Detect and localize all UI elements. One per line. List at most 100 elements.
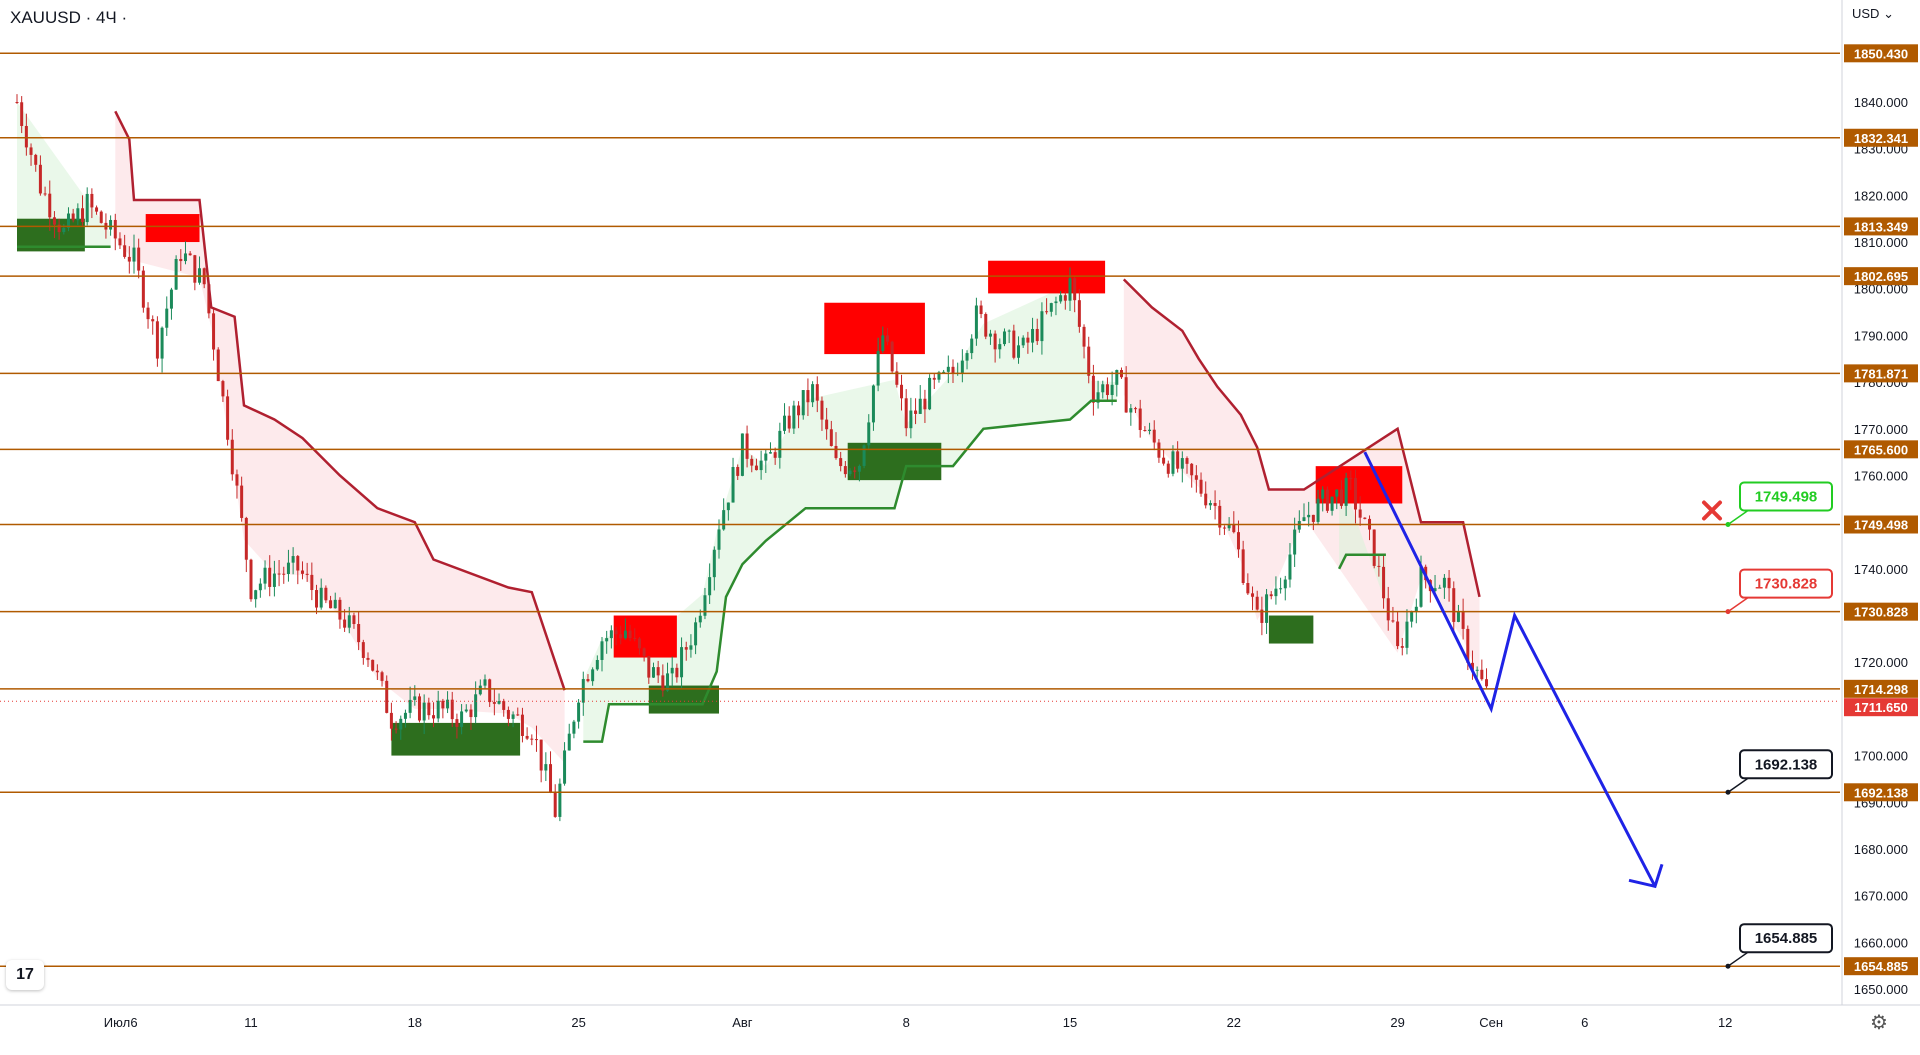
candle-body [235, 474, 239, 486]
candle-body [1349, 477, 1353, 479]
price-tick-label: 1650.000 [1854, 982, 1908, 997]
candle [848, 468, 852, 477]
candle-body [165, 308, 169, 328]
candle [1049, 302, 1053, 317]
candle [1194, 465, 1198, 493]
candle-body [708, 577, 712, 596]
candle-body [1199, 479, 1203, 494]
candle [600, 636, 604, 672]
candle [502, 698, 506, 717]
candle-body [1470, 662, 1474, 670]
price-level-badge: 1813.349 [1844, 217, 1918, 236]
price-level-badge-bg [1844, 440, 1918, 459]
candle-body [680, 647, 684, 678]
candle [754, 458, 758, 471]
candle [361, 639, 365, 665]
candle-body [1115, 370, 1119, 385]
candle [48, 180, 52, 231]
supply-zone [988, 260, 1106, 294]
candle [516, 707, 520, 716]
currency-selector[interactable]: USD ⌄ [1852, 6, 1894, 22]
time-tick-label: 25 [571, 1015, 585, 1030]
candle [1246, 573, 1250, 595]
candle-body [1101, 384, 1105, 393]
candle [1002, 328, 1006, 347]
candle-body [315, 590, 319, 608]
candle-body [684, 647, 688, 650]
candle-body [1480, 669, 1484, 680]
candle-body [815, 384, 819, 401]
candle [998, 338, 1002, 359]
candle-body [413, 696, 417, 700]
candle-body [66, 213, 70, 228]
candle-body [871, 385, 875, 423]
candle-body [417, 696, 421, 721]
candle-body [113, 219, 117, 239]
candle [296, 554, 300, 585]
candle-body [155, 321, 159, 359]
candle [286, 549, 290, 582]
current-price-badge: 1711.650 [1844, 698, 1918, 717]
candle-body [698, 615, 702, 623]
candle-body [399, 718, 403, 730]
candle [1087, 336, 1091, 384]
candle-body [581, 679, 585, 703]
annotation-box [1739, 481, 1833, 512]
price-level-badge-label: 1781.871 [1854, 366, 1908, 381]
candle [151, 315, 155, 335]
candle-body [146, 307, 150, 320]
candle-body [567, 733, 571, 751]
candle-body [240, 485, 244, 518]
plot-group: 1749.498 1730.828 1692.138 1654.885 [0, 52, 1840, 969]
candle-body [343, 619, 347, 628]
candle [1190, 462, 1194, 488]
time-tick-label: 8 [903, 1015, 910, 1030]
candle-body [329, 600, 333, 609]
candle-body [647, 655, 651, 678]
candle-body [637, 638, 641, 649]
candle [385, 675, 389, 714]
candle-body [1316, 498, 1320, 522]
candle-body [759, 460, 763, 471]
candle [76, 203, 80, 226]
supertrend-up-fill-1 [583, 284, 1117, 742]
time-tick-label: 12 [1718, 1015, 1732, 1030]
tradingview-logo[interactable]: 17 [6, 960, 44, 990]
candle [946, 355, 950, 384]
candle-body [923, 398, 927, 410]
annotation-dot [1725, 963, 1731, 969]
candle-body [848, 470, 852, 475]
candle [43, 186, 47, 197]
candle-body [1363, 517, 1367, 519]
price-level-badge-bg [1844, 515, 1918, 534]
candle-body [544, 764, 548, 771]
supertrend-up-line [1337, 553, 1386, 570]
candle-body [1330, 496, 1334, 511]
candle [1316, 489, 1320, 525]
candle-body [1456, 611, 1460, 622]
cross-marker-icon [1702, 500, 1722, 521]
candle [249, 558, 253, 602]
price-tick-label: 1720.000 [1854, 655, 1908, 670]
time-tick-label: Июл [104, 1015, 130, 1030]
candle [216, 347, 220, 382]
candle [670, 656, 674, 687]
candle [403, 709, 407, 728]
candle [666, 662, 670, 692]
candle [455, 713, 459, 739]
candle-body [595, 659, 599, 670]
candle [605, 630, 609, 654]
candle-body [689, 645, 693, 650]
candle [1288, 543, 1292, 588]
candle [806, 378, 810, 417]
candle [520, 707, 524, 743]
annotation-dot [1725, 522, 1731, 528]
candle [801, 390, 805, 420]
candle [928, 374, 932, 411]
candle-body [1077, 300, 1081, 327]
candle [614, 626, 618, 646]
candle [773, 447, 777, 465]
gear-icon[interactable]: ⚙ [1870, 1012, 1888, 1034]
